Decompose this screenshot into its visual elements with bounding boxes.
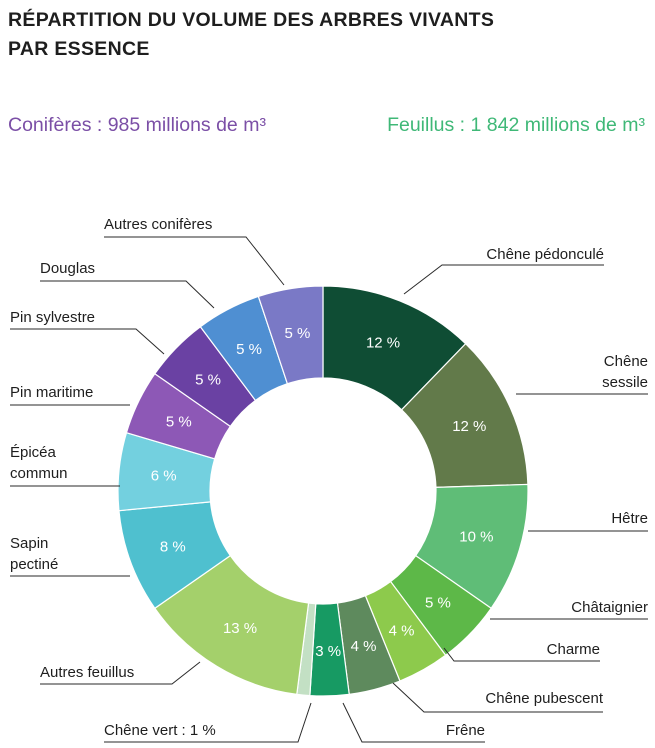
feuillus-total: Feuillus : 1 842 millions de m³ — [387, 114, 645, 136]
slice-percent-epicea-commun: 6 % — [151, 468, 177, 485]
donut-slices — [117, 285, 529, 697]
slice-label-line: Pin sylvestre — [10, 309, 95, 326]
slice-label-charme: Charme — [547, 641, 600, 658]
slice-percent-chataignier: 5 % — [425, 594, 451, 611]
slice-label-hetre: Hêtre — [611, 510, 648, 527]
leader-line-autres-coniferes — [104, 236, 285, 286]
slice-percent-chene-pedoncule: 12 % — [366, 335, 400, 352]
leader-line-charme — [443, 647, 600, 662]
slice-autres-coniferes — [257, 285, 324, 385]
slice-label-line: Chêne pédonculé — [486, 246, 604, 263]
slice-label-chene-sessile: Chêne sessile — [602, 353, 648, 391]
coniferes-total: Conifères : 985 millions de m³ — [8, 114, 266, 136]
leader-line-autres-feuillus — [40, 661, 201, 685]
slice-label-line: Autres conifères — [104, 216, 212, 233]
slice-label-epicea-commun: Épicéa commun — [10, 444, 68, 482]
slice-label-line: Hêtre — [611, 510, 648, 527]
leader-line-douglas — [40, 280, 215, 309]
slice-label-line: Sapin — [10, 535, 48, 552]
slice-percent-frene: 3 % — [315, 643, 341, 660]
slice-label-line: Chêne pubescent — [485, 690, 603, 707]
slice-label-frene: Frêne — [446, 722, 485, 739]
slice-label-autres-coniferes: Autres conifères — [104, 216, 212, 233]
slice-label-line: Autres feuillus — [40, 664, 134, 681]
leader-line-chene-pedoncule — [403, 264, 604, 295]
slice-percent-pin-maritime: 5 % — [166, 414, 192, 431]
slice-percent-chene-sessile: 12 % — [452, 418, 486, 435]
slice-label-line: pectiné — [10, 556, 58, 573]
slice-label-douglas: Douglas — [40, 260, 95, 277]
chart-title: RÉPARTITION DU VOLUME DES ARBRES VIVANTS… — [8, 6, 628, 64]
slice-percent-douglas: 5 % — [236, 341, 262, 358]
slice-label-sapin-pectine: Sapin pectiné — [10, 535, 58, 573]
slice-label-line: Châtaignier — [571, 599, 648, 616]
leader-line-chene-pubescent — [392, 682, 603, 713]
slice-label-line: Pin maritime — [10, 384, 93, 401]
slice-percent-autres-feuillus: 13 % — [223, 620, 257, 637]
slice-label-pin-sylvestre: Pin sylvestre — [10, 309, 95, 326]
slice-name-labels: Chêne pédonculé Chêne sessile Hêtre Châtaign… — [10, 216, 648, 739]
slice-label-chene-pedoncule: Chêne pédonculé — [486, 246, 604, 263]
slice-label-line: Charme — [547, 641, 600, 658]
slice-label-chene-pubescent: Chêne pubescent — [485, 690, 603, 707]
slice-label-line: commun — [10, 465, 68, 482]
slice-percent-charme: 4 % — [389, 622, 415, 639]
slice-percent-hetre: 10 % — [459, 529, 493, 546]
slice-label-chataignier: Châtaignier — [571, 599, 648, 616]
slice-percent-labels: 12 % 12 % 10 % 5 % 4 % 4 % 3 % 13 % 8 % 6 % 5 % 5 %… — [151, 325, 494, 660]
slice-label-line: Chêne vert : 1 % — [104, 722, 216, 739]
slice-percent-sapin-pectine: 8 % — [160, 538, 186, 555]
slice-percent-pin-sylvestre: 5 % — [195, 372, 221, 389]
slice-percent-chene-pubescent: 4 % — [351, 638, 377, 655]
slice-label-line: sessile — [602, 374, 648, 391]
chart-title-line-2: PAR ESSENCE — [8, 38, 150, 60]
leader-line-chene-vert — [104, 702, 312, 743]
slice-label-pin-maritime: Pin maritime — [10, 384, 93, 401]
leader-line-pin-sylvestre — [10, 328, 165, 355]
slice-label-chene-vert: Chêne vert : 1 % — [104, 722, 216, 739]
slice-percent-autres-coniferes: 5 % — [285, 325, 311, 342]
slice-label-autres-feuillus: Autres feuillus — [40, 664, 134, 681]
slice-label-line: Frêne — [446, 722, 485, 739]
leader-line-frene — [342, 702, 485, 743]
slice-label-line: Chêne — [604, 353, 648, 370]
label-leader-lines — [10, 236, 648, 743]
slice-label-line: Épicéa — [10, 444, 57, 461]
chart-title-line-1: RÉPARTITION DU VOLUME DES ARBRES VIVANTS — [8, 9, 495, 31]
slice-label-line: Douglas — [40, 260, 95, 277]
